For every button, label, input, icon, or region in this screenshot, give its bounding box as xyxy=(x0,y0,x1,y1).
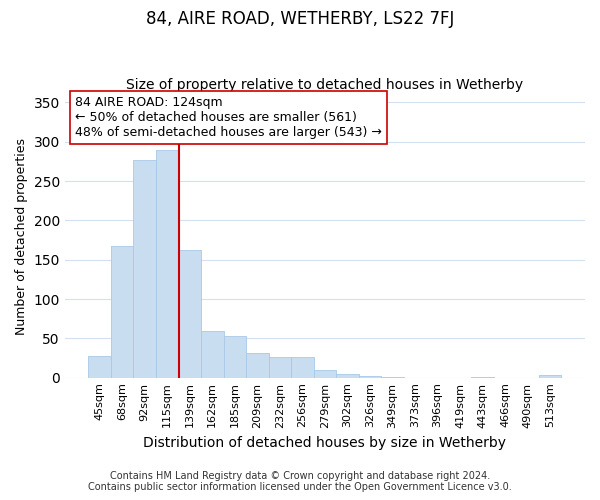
Bar xyxy=(246,352,269,378)
Bar xyxy=(539,376,562,378)
Y-axis label: Number of detached properties: Number of detached properties xyxy=(15,138,28,334)
Bar xyxy=(291,357,314,378)
Bar xyxy=(179,250,201,378)
Bar xyxy=(201,332,224,378)
Text: 84, AIRE ROAD, WETHERBY, LS22 7FJ: 84, AIRE ROAD, WETHERBY, LS22 7FJ xyxy=(146,10,454,28)
Bar xyxy=(133,160,156,378)
Title: Size of property relative to detached houses in Wetherby: Size of property relative to detached ho… xyxy=(127,78,523,92)
Bar xyxy=(336,374,359,378)
Bar xyxy=(156,150,179,378)
Bar xyxy=(381,377,404,378)
Bar xyxy=(111,246,133,378)
Bar xyxy=(359,376,381,378)
X-axis label: Distribution of detached houses by size in Wetherby: Distribution of detached houses by size … xyxy=(143,436,506,450)
Text: 84 AIRE ROAD: 124sqm
← 50% of detached houses are smaller (561)
48% of semi-deta: 84 AIRE ROAD: 124sqm ← 50% of detached h… xyxy=(75,96,382,139)
Bar xyxy=(88,356,111,378)
Text: Contains HM Land Registry data © Crown copyright and database right 2024.
Contai: Contains HM Land Registry data © Crown c… xyxy=(88,471,512,492)
Bar xyxy=(471,377,494,378)
Bar xyxy=(269,357,291,378)
Bar xyxy=(224,336,246,378)
Bar xyxy=(314,370,336,378)
